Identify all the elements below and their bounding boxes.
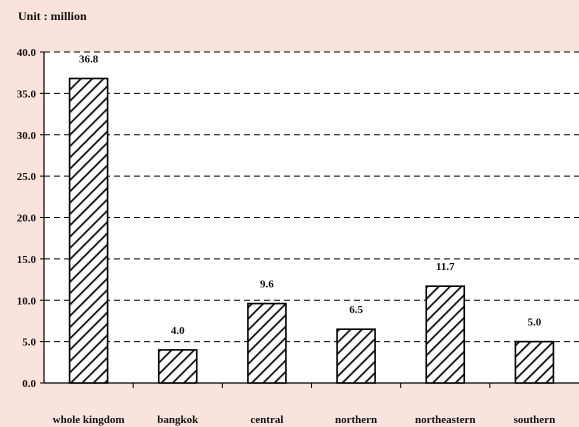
data-label: 5.0 [528, 317, 542, 329]
plot-area: 0.0 5.0 10.0 15.0 20.0 25.0 30.0 35.0 40.0 36.8 wh… [17, 47, 579, 426]
y-tick-label: 30.0 [17, 130, 37, 142]
x-tick-label: central [250, 414, 283, 426]
x-tick-label: whole kingdom [53, 414, 125, 426]
data-label: 9.6 [260, 279, 274, 291]
x-tick-label: southern [514, 414, 556, 426]
bar [157, 349, 198, 384]
x-tick-label: northern [335, 414, 377, 426]
y-tick-label: 0.0 [22, 378, 36, 390]
y-tick-label: 25.0 [17, 171, 37, 183]
y-tick-label: 35.0 [17, 88, 37, 100]
bar [68, 77, 109, 384]
data-label: 6.5 [349, 304, 363, 316]
data-label: 11.7 [436, 261, 455, 273]
y-tick-label: 40.0 [17, 47, 37, 59]
y-tick-label: 15.0 [17, 254, 37, 266]
bar [247, 302, 287, 384]
y-tick-label: 5.0 [22, 337, 36, 349]
x-tick-label: bangkok [157, 414, 199, 426]
x-tick-label: northeastern [415, 414, 476, 426]
y-tick-label: 10.0 [17, 295, 37, 307]
data-label: 4.0 [171, 325, 185, 337]
bar [336, 328, 376, 384]
y-tick-label: 20.0 [17, 213, 37, 225]
bar [425, 285, 466, 384]
data-label: 36.8 [79, 53, 99, 65]
bar [514, 340, 555, 384]
unit-label: Unit : million [18, 9, 87, 23]
